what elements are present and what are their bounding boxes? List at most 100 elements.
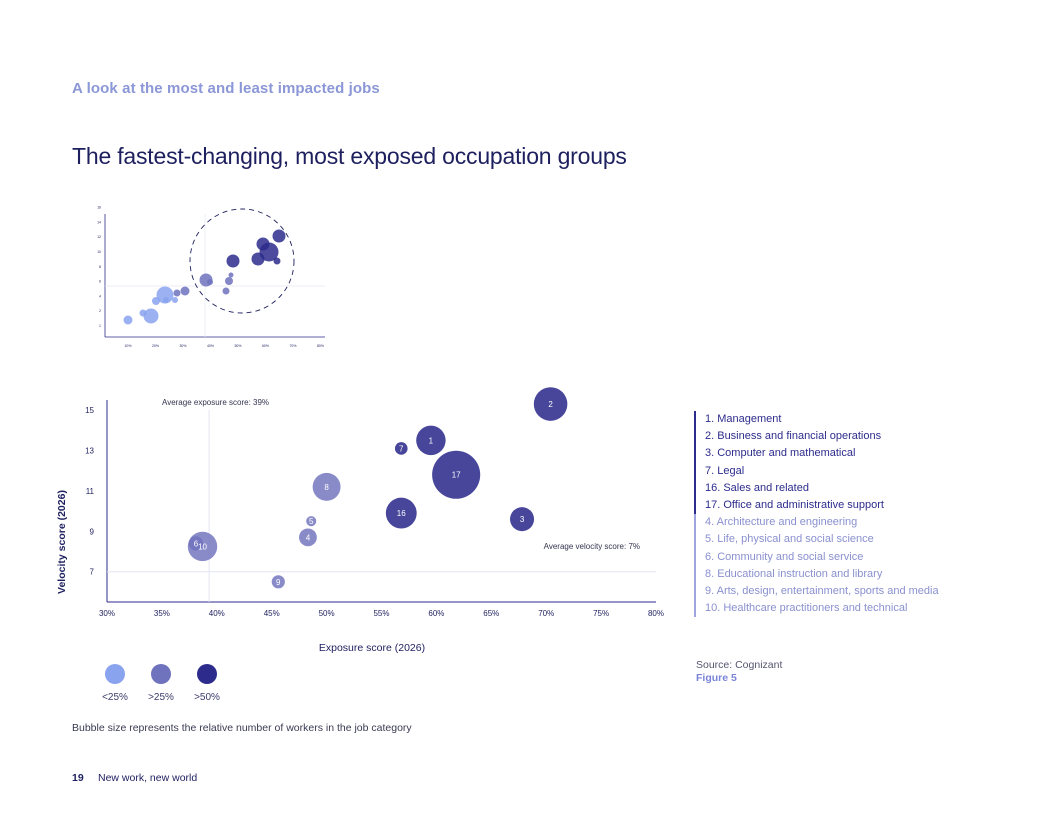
legend-item: 10. Healthcare practitioners and technic… [705, 602, 908, 615]
overview-y-tick: 6 [99, 280, 101, 284]
bubble-1 [416, 425, 446, 456]
legend-group-medium: 4. Architecture and engineering 5. Life,… [694, 514, 994, 618]
x-tick-label: 65% [483, 609, 499, 618]
overview-bubble [207, 279, 213, 285]
bubble-size-note: Bubble size represents the relative numb… [72, 722, 412, 734]
legend-item: 3. Computer and mathematical [705, 447, 856, 460]
overview-bubble [226, 254, 240, 268]
footer-title: New work, new world [98, 772, 198, 784]
legend-item: 1. Management [705, 413, 782, 425]
y-tick-label: 15 [85, 406, 94, 415]
overview-bubble [222, 287, 230, 295]
page-title: The fastest-changing, most exposed occup… [72, 143, 627, 169]
overview-x-tick: 80% [317, 344, 324, 348]
bubble-label-6: 6 [194, 539, 199, 548]
bubble-label-7: 7 [399, 444, 404, 453]
main-chart: Velocity score (2026) Exposure score (20… [56, 387, 664, 654]
overview-y-tick: 10 [97, 250, 101, 254]
bubble-label-4: 4 [306, 533, 311, 542]
bubble-5 [306, 516, 317, 527]
x-axis-title: Exposure score (2026) [319, 642, 425, 654]
bubble-17 [432, 450, 481, 499]
y-axis-title: Velocity score (2026) [56, 490, 68, 594]
bubble-label-17: 17 [452, 471, 461, 480]
y-tick-label: 9 [90, 527, 95, 536]
x-tick-label: 30% [99, 609, 115, 618]
key-dot-over25 [151, 664, 171, 684]
page-number: 19 [72, 772, 84, 784]
overview-bubble [272, 229, 286, 243]
x-tick-label: 35% [154, 609, 170, 618]
bubble-8 [312, 472, 341, 501]
overview-bubble [143, 308, 159, 324]
legend-item: 2. Business and financial operations [705, 430, 882, 443]
overview-x-tick: 50% [234, 344, 241, 348]
overview-y-tick: 4 [99, 294, 101, 298]
overview-x-tick: 20% [152, 344, 159, 348]
y-tick-label: 11 [86, 487, 95, 496]
x-tick-label: 50% [319, 609, 335, 618]
legend-item: 7. Legal [705, 464, 745, 477]
key-label-over50: >50% [194, 692, 220, 703]
x-tick-label: 40% [209, 609, 225, 618]
avg-exposure-label: Average exposure score: 39% [162, 398, 269, 407]
color-key [105, 664, 217, 684]
overview-y-tick: 1 [99, 324, 101, 328]
legend-item: 16. Sales and related [705, 481, 809, 494]
key-label-under25: <25% [102, 692, 128, 703]
y-tick-label: 7 [90, 568, 95, 577]
bubble-6 [188, 536, 204, 551]
bubble-2 [533, 387, 568, 421]
section-title: A look at the most and least impacted jo… [72, 80, 380, 97]
avg-velocity-label: Average velocity score: 7% [544, 542, 640, 551]
overview-y-tick: 8 [99, 265, 101, 269]
x-tick-label: 55% [373, 609, 389, 618]
overview-x-tick: 40% [207, 344, 214, 348]
legend-item: 9. Arts, design, entertainment, sports a… [705, 584, 939, 597]
overview-bubble [123, 315, 133, 325]
figure-label: Figure 5 [696, 672, 737, 684]
legend-item: 8. Educational instruction and library [705, 567, 883, 580]
overview-bubble [156, 286, 174, 304]
overview-bubble [172, 297, 178, 303]
category-legend: 1. Management 2. Business and financial … [694, 411, 994, 618]
bubble-label-5: 5 [309, 517, 314, 526]
overview-bubble [228, 272, 234, 278]
source-note: Source: Cognizant [696, 659, 783, 671]
x-tick-label: 70% [538, 609, 554, 618]
legend-item: 4. Architecture and engineering [705, 516, 858, 529]
bubble-7 [394, 442, 408, 455]
x-tick-label: 60% [428, 609, 444, 618]
key-label-over25: >25% [148, 692, 174, 703]
overview-y-tick: 2 [99, 309, 101, 313]
bubble-label-8: 8 [324, 483, 329, 492]
bubble-label-2: 2 [548, 400, 553, 409]
bubble-label-10: 10 [198, 542, 207, 551]
overview-bubble [225, 277, 233, 285]
legend-item: 5. Life, physical and social science [705, 533, 874, 546]
overview-bubble [259, 242, 279, 262]
overview-y-tick: 12 [97, 235, 101, 239]
bubble-label-9: 9 [276, 578, 281, 587]
bubble-4 [299, 528, 317, 547]
overview-y-tick: 14 [97, 220, 101, 224]
bubble-label-1: 1 [429, 436, 434, 445]
x-tick-label: 45% [264, 609, 280, 618]
legend-item: 6. Community and social service [705, 550, 864, 563]
overview-x-tick: 30% [179, 344, 186, 348]
overview-x-tick: 10% [124, 344, 131, 348]
legend-group-high: 1. Management 2. Business and financial … [694, 411, 994, 515]
overview-bubble [180, 286, 190, 296]
bubble-label-3: 3 [520, 515, 525, 524]
x-tick-label: 75% [593, 609, 609, 618]
overview-x-tick: 60% [262, 344, 269, 348]
overview-x-tick: 70% [289, 344, 296, 348]
overview-focus-circle [189, 208, 295, 314]
legend-item: 17. Office and administrative support [705, 498, 884, 511]
overview-bubble [173, 289, 181, 297]
bubble-16 [385, 497, 417, 529]
bubble-label-16: 16 [397, 509, 406, 518]
key-dot-over50 [197, 664, 217, 684]
overview-y-tick: 16 [97, 206, 101, 210]
